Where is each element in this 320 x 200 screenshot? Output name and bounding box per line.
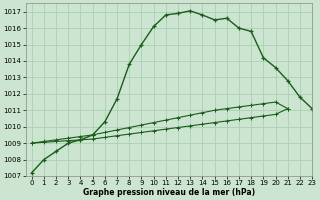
X-axis label: Graphe pression niveau de la mer (hPa): Graphe pression niveau de la mer (hPa) [83,188,255,197]
